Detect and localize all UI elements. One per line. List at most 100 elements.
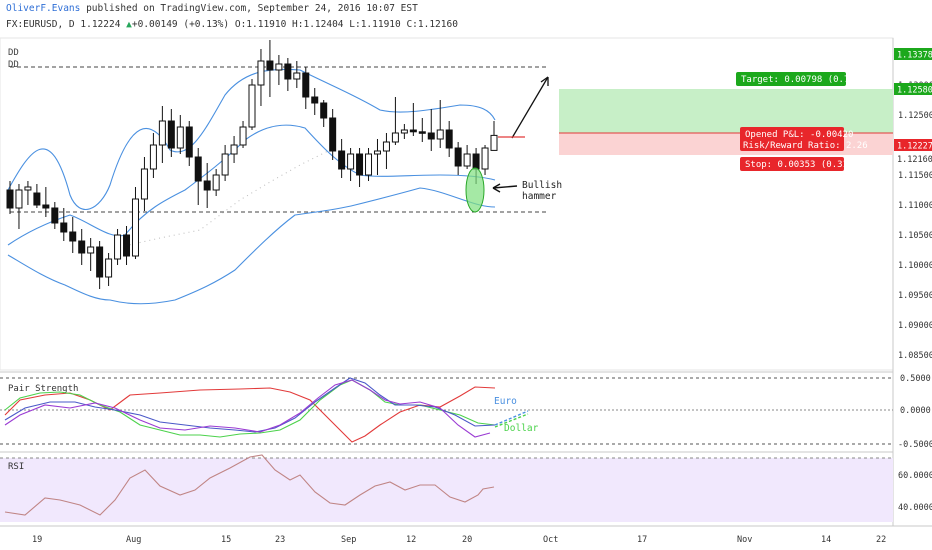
bullish-candle[interactable] — [88, 247, 94, 253]
bearish-candle[interactable] — [473, 154, 479, 169]
time-tick-22: 22 — [876, 535, 886, 545]
stop-label: Stop: 0.00353 (0.31%) — [745, 160, 859, 170]
bullish-candle[interactable] — [240, 127, 246, 145]
price-axis-tick: 1.11500 — [898, 171, 932, 181]
bullish-candle[interactable] — [348, 154, 354, 169]
time-tick-15: 15 — [221, 535, 231, 545]
bullish-candle[interactable] — [177, 127, 183, 148]
time-tick-12: 12 — [406, 535, 416, 545]
bearish-candle[interactable] — [70, 232, 76, 241]
bullish-candle[interactable] — [231, 145, 237, 154]
bearish-candle[interactable] — [312, 97, 318, 103]
bullish-candle[interactable] — [115, 235, 121, 259]
bearish-candle[interactable] — [7, 190, 13, 208]
bullish-candle[interactable] — [401, 130, 407, 133]
ps-axis-label-2: 0.0000 — [900, 406, 931, 416]
bearish-candle[interactable] — [357, 154, 363, 175]
bearish-candle[interactable] — [410, 130, 416, 132]
ps-axis-label-3: -0.5000 — [898, 440, 932, 450]
bullish-candle[interactable] — [482, 148, 488, 169]
target-price-badge-text: 1.12580 — [897, 86, 932, 96]
rsi-title: RSI — [8, 462, 24, 472]
dd-label-2: DD — [8, 60, 19, 70]
bearish-candle[interactable] — [97, 247, 103, 277]
projection-line — [512, 77, 548, 138]
dollar-label: Dollar — [504, 423, 539, 434]
bearish-candle[interactable] — [168, 121, 174, 148]
price-axis-tick: 1.09500 — [898, 291, 932, 301]
time-tick-sep: Sep — [341, 535, 356, 545]
time-tick-19: 19 — [32, 535, 42, 545]
rsi-axis-label-1: 60.0000 — [898, 471, 932, 481]
rsi-band — [0, 458, 893, 522]
bullish-candle[interactable] — [276, 64, 282, 70]
time-tick-20: 20 — [462, 535, 472, 545]
bullish-candle[interactable] — [437, 130, 443, 139]
bearish-candle[interactable] — [204, 181, 210, 190]
bullish-candle[interactable] — [25, 187, 31, 190]
bearish-candle[interactable] — [124, 235, 130, 256]
bullish-candle[interactable] — [294, 73, 300, 79]
bearish-candle[interactable] — [267, 61, 273, 70]
bullish-candle[interactable] — [132, 199, 138, 256]
bearish-candle[interactable] — [52, 208, 58, 223]
price-axis-tick: 1.11000 — [898, 201, 932, 211]
bullish-candle[interactable] — [491, 135, 497, 150]
bullish-candle[interactable] — [383, 142, 389, 151]
bearish-candle[interactable] — [330, 118, 336, 151]
bullish-hammer-marker — [466, 168, 484, 212]
price-axis-tick: 1.09000 — [898, 321, 932, 331]
bearish-candle[interactable] — [186, 127, 192, 157]
price-axis-tick: 1.10500 — [898, 231, 932, 241]
bearish-candle[interactable] — [419, 132, 425, 134]
annotation-line-1: Bullish — [522, 180, 562, 191]
bearish-candle[interactable] — [321, 103, 327, 118]
bullish-candle[interactable] — [106, 259, 112, 277]
time-tick-oct: Oct — [543, 535, 558, 545]
time-tick-aug: Aug — [126, 535, 141, 545]
time-tick-23: 23 — [275, 535, 285, 545]
price-axis: 1.135001.130001.125001.120001.115001.110… — [898, 51, 932, 361]
bearish-candle[interactable] — [43, 205, 49, 208]
bearish-candle[interactable] — [428, 133, 434, 139]
bearish-candle[interactable] — [61, 223, 67, 232]
pnl-label: Opened P&L: -0.00420 — [745, 130, 853, 140]
time-tick-17: 17 — [637, 535, 647, 545]
bullish-candle[interactable] — [249, 85, 255, 127]
bearish-candle[interactable] — [339, 151, 345, 169]
bullish-candle[interactable] — [392, 133, 398, 142]
bearish-candle[interactable] — [34, 193, 40, 205]
bullish-candle[interactable] — [16, 190, 22, 208]
euro-label: Euro — [494, 396, 517, 407]
bollinger-middle — [8, 125, 495, 245]
bullish-candle[interactable] — [159, 121, 165, 145]
rsi-axis-label-2: 40.0000 — [898, 503, 932, 513]
bearish-candle[interactable] — [285, 64, 291, 79]
price-axis-tick: 1.08500 — [898, 351, 932, 361]
last-price-badge-text: 1.12160 — [897, 155, 932, 165]
bullish-candle[interactable] — [150, 145, 156, 169]
bullish-candle[interactable] — [366, 154, 372, 175]
bullish-candle[interactable] — [374, 151, 380, 154]
dd-label-1: DD — [8, 48, 19, 58]
bullish-candle[interactable] — [141, 169, 147, 199]
entry-price-badge-text: 1.12227 — [897, 142, 932, 152]
bearish-candle[interactable] — [195, 157, 201, 181]
bearish-candle[interactable] — [79, 241, 85, 253]
bearish-candle[interactable] — [446, 130, 452, 148]
price-axis-tick: 1.10000 — [898, 261, 932, 271]
high-price-badge-text: 1.13378 — [897, 51, 932, 61]
time-tick-nov: Nov — [737, 535, 752, 545]
bullish-candle[interactable] — [222, 154, 228, 175]
bullish-candle[interactable] — [213, 175, 219, 190]
annotation-line-2: hammer — [522, 191, 557, 202]
time-tick-14: 14 — [821, 535, 831, 545]
target-zone — [559, 89, 893, 133]
bullish-candle[interactable] — [464, 154, 470, 166]
bullish-candle[interactable] — [258, 61, 264, 85]
bearish-candle[interactable] — [303, 73, 309, 97]
projection-arrowhead-icon — [541, 77, 548, 86]
bearish-candle[interactable] — [455, 148, 461, 166]
